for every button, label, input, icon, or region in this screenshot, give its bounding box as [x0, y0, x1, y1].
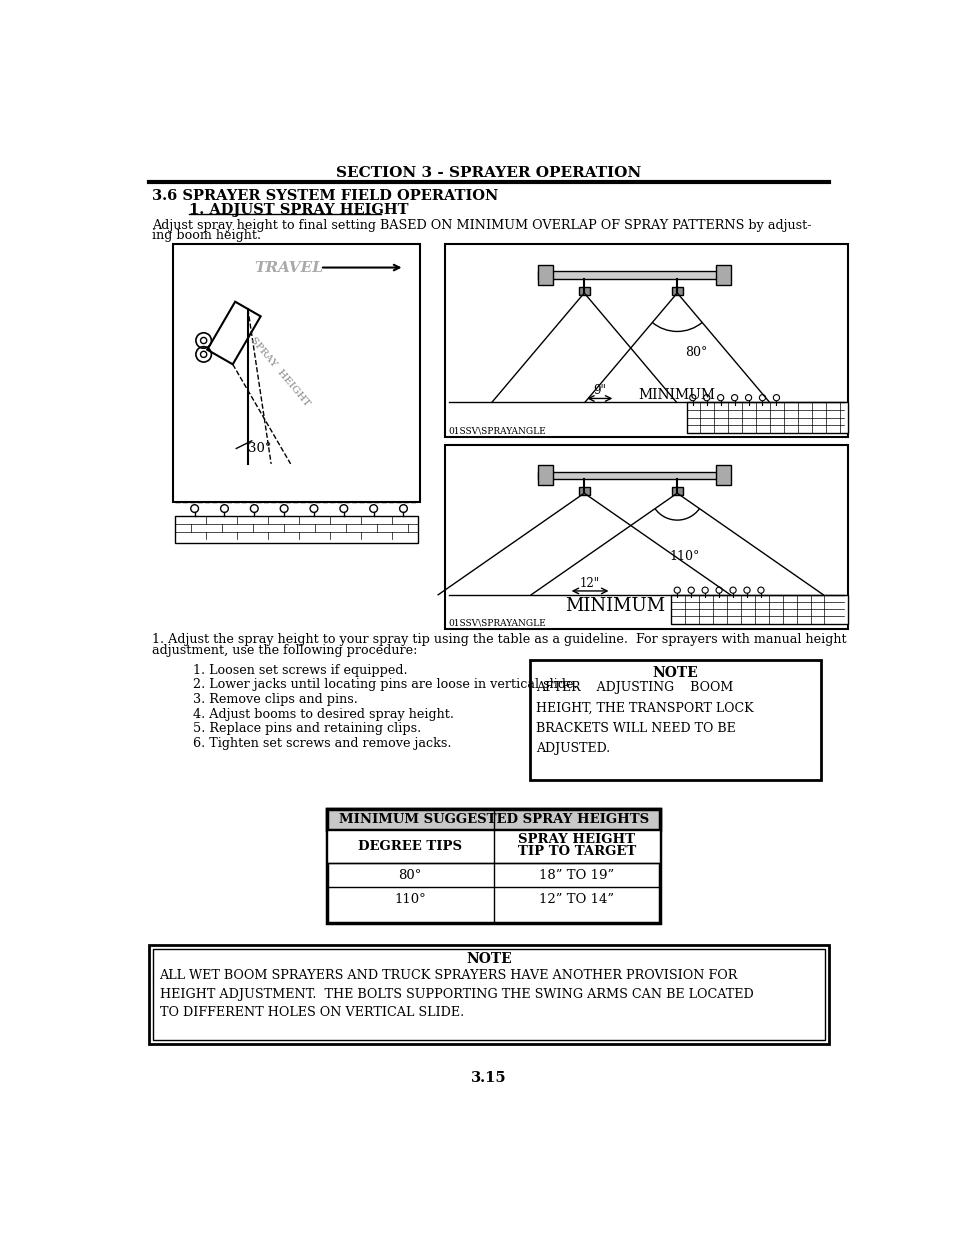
- Text: TRAVEL: TRAVEL: [254, 261, 323, 274]
- Text: 12": 12": [579, 577, 599, 590]
- Text: NOTE: NOTE: [466, 952, 511, 966]
- Bar: [537, 466, 553, 485]
- Text: 1. ADJUST SPRAY HEIGHT: 1. ADJUST SPRAY HEIGHT: [189, 203, 408, 217]
- Text: 110°: 110°: [669, 550, 700, 563]
- Text: HEIGHT ADJUSTMENT.  THE BOLTS SUPPORTING THE SWING ARMS CAN BE LOCATED: HEIGHT ADJUSTMENT. THE BOLTS SUPPORTING …: [159, 988, 753, 1000]
- Text: 9": 9": [593, 384, 605, 398]
- Text: SPRAY HEIGHT: SPRAY HEIGHT: [517, 834, 635, 846]
- Bar: [671, 287, 682, 294]
- Bar: [444, 245, 847, 437]
- Bar: [537, 272, 723, 279]
- Text: 3.15: 3.15: [471, 1071, 506, 1086]
- Bar: [537, 266, 553, 285]
- Text: 6. Tighten set screws and remove jacks.: 6. Tighten set screws and remove jacks.: [193, 737, 451, 750]
- Text: 30°: 30°: [248, 442, 271, 454]
- Text: MINIMUM: MINIMUM: [638, 388, 715, 401]
- Text: ing boom height.: ing boom height.: [152, 230, 261, 242]
- Text: HEIGHT, THE TRANSPORT LOCK: HEIGHT, THE TRANSPORT LOCK: [536, 701, 753, 715]
- Text: adjustment, use the following procedure:: adjustment, use the following procedure:: [152, 643, 416, 657]
- Text: 80°: 80°: [684, 346, 706, 358]
- Text: 2. Lower jacks until locating pins are loose in vertical slide.: 2. Lower jacks until locating pins are l…: [193, 678, 577, 692]
- Text: 3.6 SPRAYER SYSTEM FIELD OPERATION: 3.6 SPRAYER SYSTEM FIELD OPERATION: [152, 189, 497, 203]
- Bar: [530, 661, 820, 779]
- Text: ALL WET BOOM SPRAYERS AND TRUCK SPRAYERS HAVE ANOTHER PROVISION FOR: ALL WET BOOM SPRAYERS AND TRUCK SPRAYERS…: [159, 969, 738, 983]
- Text: TO DIFFERENT HOLES ON VERTICAL SLIDE.: TO DIFFERENT HOLES ON VERTICAL SLIDE.: [159, 1007, 463, 1019]
- Text: SPRAY  HEIGHT: SPRAY HEIGHT: [249, 335, 312, 408]
- Text: 01SSV\SPRAYANGLE: 01SSV\SPRAYANGLE: [448, 619, 546, 627]
- Bar: [671, 487, 682, 495]
- Bar: [327, 809, 659, 830]
- Text: ADJUSTED.: ADJUSTED.: [536, 741, 610, 755]
- Text: NOTE: NOTE: [652, 666, 698, 679]
- Bar: [327, 809, 659, 830]
- Text: 5. Replace pins and retaining clips.: 5. Replace pins and retaining clips.: [193, 722, 420, 735]
- Text: SECTION 3 - SPRAYER OPERATION: SECTION 3 - SPRAYER OPERATION: [336, 165, 640, 180]
- Text: 1. Adjust the spray height to your spray tip using the table as a guideline.  Fo: 1. Adjust the spray height to your spray…: [152, 634, 845, 646]
- Bar: [327, 809, 659, 923]
- Text: 1. Loosen set screws if equipped.: 1. Loosen set screws if equipped.: [193, 663, 407, 677]
- Bar: [152, 948, 824, 1040]
- Bar: [327, 830, 659, 863]
- Bar: [149, 945, 828, 1044]
- Text: MINIMUM SUGGESTED SPRAY HEIGHTS: MINIMUM SUGGESTED SPRAY HEIGHTS: [338, 813, 648, 826]
- Bar: [686, 403, 847, 433]
- Text: MINIMUM: MINIMUM: [564, 598, 664, 615]
- Bar: [716, 266, 731, 285]
- Bar: [716, 466, 731, 485]
- Text: TIP TO TARGET: TIP TO TARGET: [517, 846, 636, 858]
- Text: 80°: 80°: [398, 868, 421, 882]
- Bar: [578, 487, 589, 495]
- Bar: [578, 287, 589, 294]
- Text: Adjust spray height to final setting BASED ON MINIMUM OVERLAP OF SPRAY PATTERNS : Adjust spray height to final setting BAS…: [152, 219, 810, 232]
- Text: 110°: 110°: [394, 893, 426, 906]
- Text: 01SSV\SPRAYANGLE: 01SSV\SPRAYANGLE: [448, 426, 546, 435]
- Bar: [173, 245, 419, 503]
- Text: DEGREE TIPS: DEGREE TIPS: [358, 840, 462, 853]
- Text: 4. Adjust booms to desired spray height.: 4. Adjust booms to desired spray height.: [193, 708, 454, 721]
- Bar: [174, 516, 418, 543]
- Text: 12” TO 14”: 12” TO 14”: [538, 893, 614, 906]
- Text: AFTER    ADJUSTING    BOOM: AFTER ADJUSTING BOOM: [536, 682, 733, 694]
- Text: BRACKETS WILL NEED TO BE: BRACKETS WILL NEED TO BE: [536, 721, 735, 735]
- Bar: [537, 472, 723, 479]
- Bar: [444, 445, 847, 630]
- Bar: [670, 595, 847, 624]
- Text: 3. Remove clips and pins.: 3. Remove clips and pins.: [193, 693, 357, 706]
- Text: 18” TO 19”: 18” TO 19”: [538, 868, 614, 882]
